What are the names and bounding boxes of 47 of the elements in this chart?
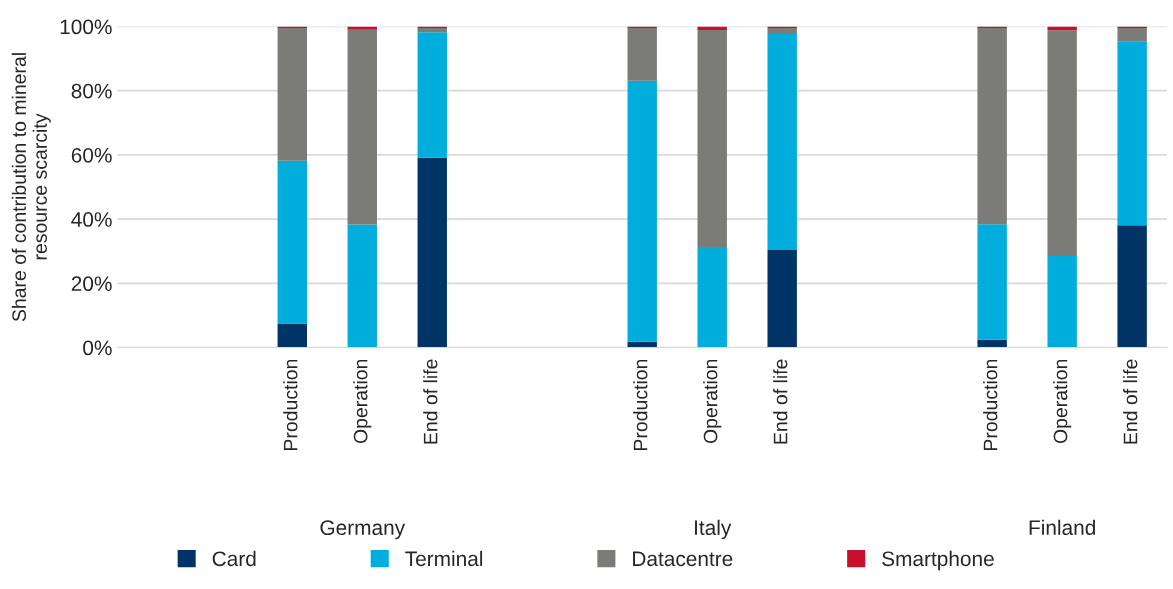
bar	[977, 339, 1007, 348]
bar	[627, 80, 657, 342]
legend-label: Card	[212, 550, 256, 567]
bar	[347, 26, 377, 30]
x-tick-label: End of life	[423, 359, 438, 444]
y-axis-title: Share of contribution to mineral resource scarcity	[11, 53, 51, 322]
x-tick-label: Operation	[353, 359, 372, 444]
x-tick-label: Production	[633, 359, 648, 450]
bar	[977, 28, 1007, 225]
bar	[417, 157, 447, 348]
x-tick-label: End of life	[1123, 359, 1138, 444]
y-tick-label: 0%	[83, 340, 112, 356]
legend-label: Datacentre	[633, 551, 733, 567]
bar	[277, 323, 307, 348]
x-tick-label: Operation	[1053, 359, 1072, 444]
text: Italy	[695, 519, 732, 540]
y-tick-label: 20%	[71, 276, 112, 292]
bar	[347, 224, 377, 348]
bar	[767, 33, 797, 250]
x-tick-label: End of life	[773, 359, 788, 444]
x-tick-label: Production	[283, 359, 298, 450]
bar	[417, 28, 447, 33]
bar	[277, 28, 307, 161]
x-tick-label: Production	[983, 359, 998, 450]
bar	[277, 160, 307, 324]
bar	[767, 28, 797, 34]
bar	[977, 224, 1007, 340]
y-tick-label: 60%	[71, 147, 112, 163]
bar	[347, 29, 377, 225]
bar	[1047, 30, 1077, 257]
bar	[417, 32, 447, 158]
y-tick-label: 80%	[71, 83, 112, 99]
legend-label: Terminal	[405, 550, 483, 567]
bar	[697, 30, 727, 248]
bar	[697, 247, 727, 348]
legend-label: Smartphone	[882, 550, 994, 571]
text: Finland	[1029, 519, 1095, 536]
bar	[767, 249, 797, 348]
bar	[627, 28, 657, 81]
text: Germany	[320, 520, 406, 540]
bar	[1047, 256, 1077, 348]
x-tick-label: Operation	[703, 359, 722, 444]
y-tick-label: 100%	[60, 19, 112, 35]
bar	[1117, 41, 1147, 226]
bar	[1117, 28, 1147, 42]
y-tick-label: 40%	[71, 212, 112, 227]
bar	[1117, 225, 1147, 348]
